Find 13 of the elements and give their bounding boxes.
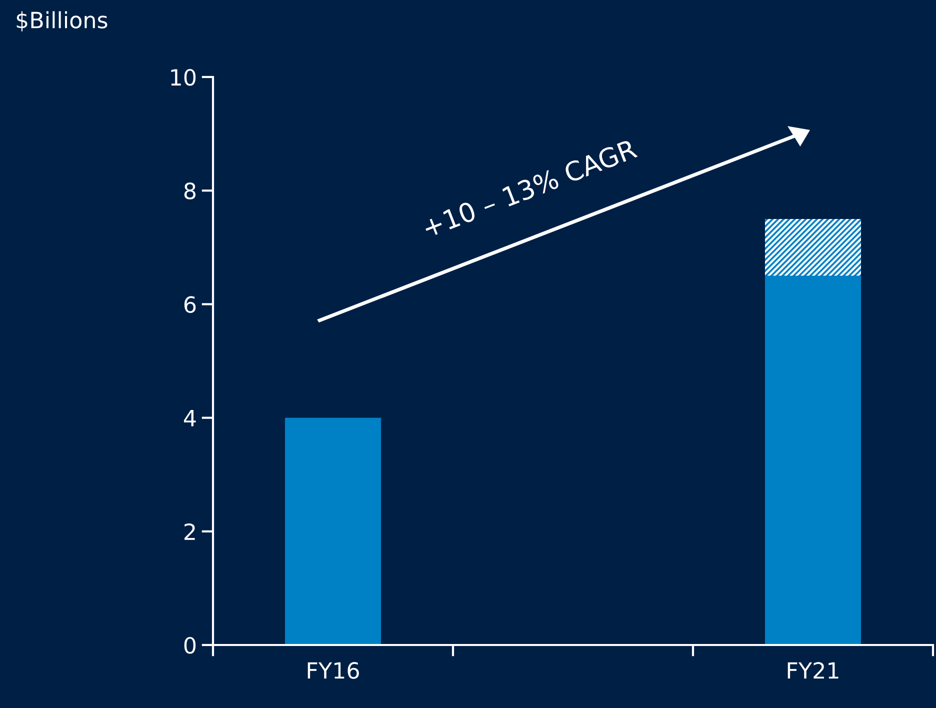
bar	[765, 219, 861, 276]
y-tick-label: 6	[184, 296, 196, 313]
y-tick-label: 2	[184, 523, 195, 540]
annotation: +10 – 13% CAGR	[422, 138, 638, 238]
x-tick-label: FY16	[308, 662, 359, 679]
bar	[285, 418, 381, 645]
y-tick-label: 8	[184, 182, 196, 200]
y-tick-label: 0	[184, 636, 196, 654]
y-axis-title: $Billions	[16, 11, 108, 32]
y-tick-label: 10	[171, 68, 196, 86]
y-tick-label: 4	[184, 410, 196, 426]
bar	[765, 276, 861, 645]
x-tick-label: FY21	[788, 662, 838, 679]
